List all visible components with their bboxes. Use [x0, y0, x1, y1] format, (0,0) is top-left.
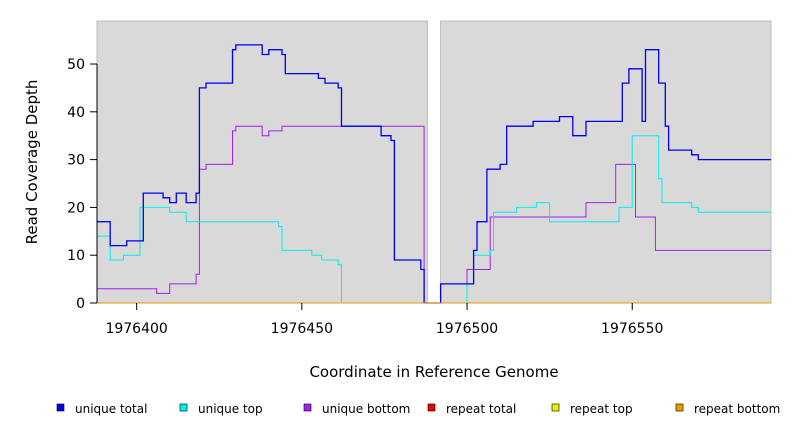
x-tick-label: 1976400	[105, 321, 167, 337]
plot-panel-right	[440, 20, 772, 304]
y-tick-label: 50	[67, 57, 85, 73]
series-line-unique-total	[97, 44, 771, 304]
x-tick-label: 1976550	[601, 321, 663, 337]
legend-label-unique-total: unique total	[75, 402, 147, 416]
x-tick-label: 1976500	[436, 321, 498, 337]
legend-swatch-unique-top	[179, 403, 188, 412]
y-axis-title: Read Coverage Depth	[23, 80, 41, 245]
legend-swatch-repeat-bottom	[675, 403, 684, 412]
axes: 0 10 20 30 40 50 1976400 1976450 1976500 1976550	[67, 57, 663, 337]
legend-swatch-unique-bottom	[303, 403, 312, 412]
series-lines	[97, 44, 771, 304]
legend-swatch-repeat-total	[427, 403, 436, 412]
legend-label-repeat-bottom: repeat bottom	[694, 402, 780, 416]
y-tick-label: 10	[67, 248, 85, 264]
legend-label-repeat-total: repeat total	[446, 402, 516, 416]
y-tick-label: 30	[67, 153, 85, 169]
y-tick-label: 40	[67, 105, 85, 121]
x-tick-label: 1976450	[271, 321, 333, 337]
y-tick-label: 0	[76, 296, 85, 312]
legend-label-repeat-top: repeat top	[570, 402, 633, 416]
legend-label-unique-top: unique top	[198, 402, 263, 416]
y-tick-label: 20	[67, 200, 85, 216]
plot-panel-left	[96, 20, 428, 304]
legend-label-unique-bottom: unique bottom	[322, 402, 410, 416]
series-line-unique-bottom	[97, 125, 771, 304]
legend-swatch-repeat-top	[551, 403, 560, 412]
legend: unique total unique top unique bottom repea…	[56, 402, 780, 416]
plot-background	[96, 20, 772, 304]
x-axis-title: Coordinate in Reference Genome	[309, 363, 558, 381]
legend-swatch-unique-total	[56, 403, 65, 412]
